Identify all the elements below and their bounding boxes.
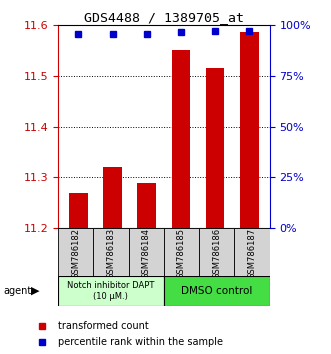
Text: ▶: ▶ — [31, 286, 40, 296]
Bar — [164, 228, 199, 278]
Bar — [69, 193, 88, 228]
Bar — [171, 50, 190, 228]
Bar — [199, 228, 234, 278]
Bar — [58, 228, 93, 278]
Text: GSM786183: GSM786183 — [106, 228, 116, 279]
Text: GSM786186: GSM786186 — [212, 228, 221, 279]
Text: GSM786182: GSM786182 — [71, 228, 80, 279]
Text: GSM786187: GSM786187 — [248, 228, 257, 279]
Text: DMSO control: DMSO control — [181, 286, 253, 296]
Text: agent: agent — [3, 286, 31, 296]
Text: transformed count: transformed count — [58, 321, 149, 331]
Title: GDS4488 / 1389705_at: GDS4488 / 1389705_at — [84, 11, 244, 24]
Text: GSM786185: GSM786185 — [177, 228, 186, 279]
Bar — [128, 228, 164, 278]
Text: percentile rank within the sample: percentile rank within the sample — [58, 337, 223, 347]
Bar — [164, 276, 270, 306]
Bar — [103, 167, 122, 228]
Bar — [58, 276, 164, 306]
Bar — [137, 183, 156, 228]
Bar — [234, 228, 270, 278]
Text: GSM786184: GSM786184 — [142, 228, 151, 279]
Bar — [240, 33, 259, 228]
Bar — [93, 228, 128, 278]
Bar — [206, 68, 224, 228]
Text: Notch inhibitor DAPT
(10 μM.): Notch inhibitor DAPT (10 μM.) — [67, 281, 155, 301]
